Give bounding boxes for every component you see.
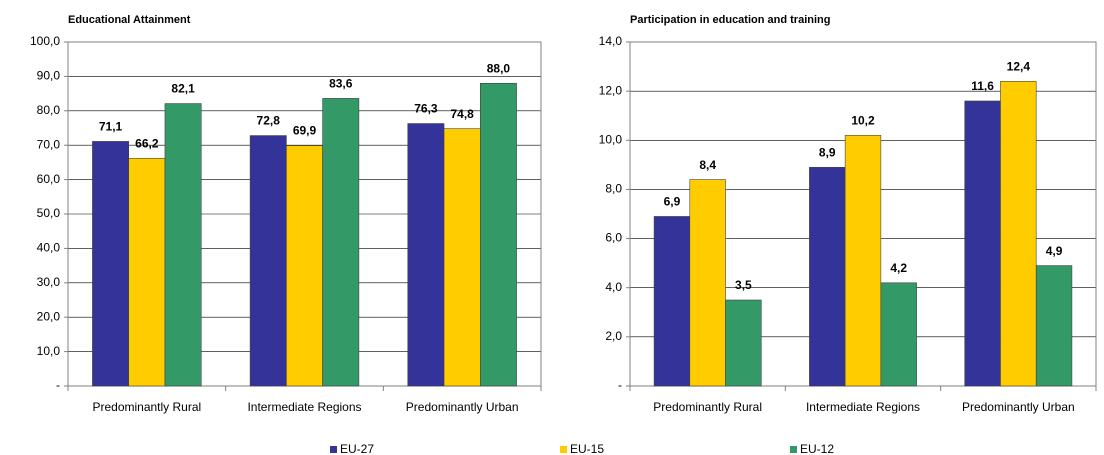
value-label: 82,1 bbox=[171, 82, 195, 96]
value-label: 71,1 bbox=[99, 120, 123, 134]
chart-title: Participation in education and training bbox=[630, 14, 830, 26]
y-tick-label: 70,0 bbox=[37, 137, 61, 151]
bar bbox=[128, 157, 166, 387]
y-tick-label: 10,0 bbox=[37, 344, 61, 358]
x-tick-label: Predominantly Urban bbox=[406, 400, 519, 414]
bar bbox=[407, 123, 445, 387]
value-label: 4,9 bbox=[1046, 244, 1063, 258]
bar bbox=[443, 128, 481, 387]
y-tick-label: 60,0 bbox=[37, 172, 61, 186]
bar bbox=[1000, 81, 1037, 387]
bar bbox=[809, 167, 846, 387]
value-label: 4,2 bbox=[890, 261, 907, 275]
legend-label: EU-12 bbox=[800, 442, 834, 455]
value-label: 69,9 bbox=[293, 124, 317, 138]
value-label: 10,2 bbox=[851, 114, 875, 128]
y-tick-label: 14,0 bbox=[599, 34, 623, 48]
legend-swatch bbox=[790, 446, 797, 453]
y-tick-label: 100,0 bbox=[30, 34, 60, 48]
value-label: 66,2 bbox=[135, 136, 159, 150]
x-tick-label: Intermediate Regions bbox=[247, 400, 361, 414]
value-label: 6,9 bbox=[664, 195, 681, 209]
x-tick-label: Intermediate Regions bbox=[806, 400, 920, 414]
value-label: 76,3 bbox=[414, 102, 438, 116]
bar bbox=[286, 145, 323, 387]
value-label: 12,4 bbox=[1007, 59, 1031, 73]
bar bbox=[880, 282, 917, 387]
value-label: 8,4 bbox=[699, 158, 716, 172]
value-label: 8,9 bbox=[819, 145, 836, 159]
y-tick-label: 10,0 bbox=[599, 132, 623, 146]
bar bbox=[844, 135, 882, 387]
value-label: 72,8 bbox=[257, 114, 281, 128]
value-label: 11,6 bbox=[971, 79, 994, 93]
bar bbox=[249, 135, 287, 387]
y-tick-label: 6,0 bbox=[605, 231, 622, 245]
value-label: 83,6 bbox=[329, 77, 353, 91]
bar bbox=[164, 103, 202, 387]
y-tick-label: - bbox=[618, 378, 622, 392]
value-label: 74,8 bbox=[450, 107, 474, 121]
x-tick-label: Predominantly Rural bbox=[92, 400, 201, 414]
chart-title: Educational Attainment bbox=[68, 14, 191, 26]
value-label: 88,0 bbox=[487, 61, 511, 75]
y-tick-label: 8,0 bbox=[605, 182, 622, 196]
bar bbox=[479, 82, 517, 387]
legend-label: EU-27 bbox=[340, 442, 374, 455]
y-tick-label: - bbox=[56, 378, 60, 392]
y-tick-label: 50,0 bbox=[37, 206, 61, 220]
legend-swatch bbox=[560, 446, 567, 453]
y-tick-label: 40,0 bbox=[37, 241, 61, 255]
bar bbox=[725, 299, 762, 387]
y-tick-label: 90,0 bbox=[37, 69, 61, 83]
y-tick-label: 20,0 bbox=[37, 309, 61, 323]
value-label: 3,5 bbox=[735, 278, 752, 292]
y-tick-label: 80,0 bbox=[37, 103, 61, 117]
y-tick-label: 30,0 bbox=[37, 275, 61, 289]
bar bbox=[92, 141, 130, 387]
bar bbox=[689, 179, 726, 387]
bar bbox=[322, 98, 360, 387]
bar bbox=[1035, 265, 1073, 387]
legend-swatch bbox=[330, 446, 337, 453]
x-tick-label: Predominantly Rural bbox=[653, 400, 762, 414]
y-tick-label: 2,0 bbox=[605, 329, 622, 343]
y-tick-label: 4,0 bbox=[605, 280, 622, 294]
bar bbox=[964, 100, 1001, 387]
bar bbox=[653, 216, 691, 387]
y-tick-label: 12,0 bbox=[599, 83, 623, 97]
legend-label: EU-15 bbox=[570, 442, 604, 455]
x-tick-label: Predominantly Urban bbox=[962, 400, 1075, 414]
